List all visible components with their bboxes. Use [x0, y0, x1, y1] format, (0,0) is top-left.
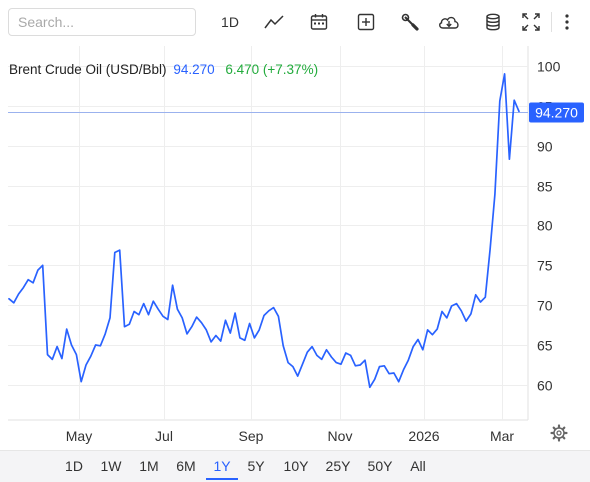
x-tick-label: Sep — [239, 428, 264, 444]
price-tag-label: 94.270 — [535, 105, 578, 121]
range-1d-button[interactable]: 1D — [65, 458, 83, 474]
range-50y-button[interactable]: 50Y — [367, 458, 393, 474]
range-1w-button[interactable]: 1W — [100, 458, 122, 474]
toolbar-divider — [551, 12, 552, 32]
y-tick-label: 90 — [537, 139, 553, 155]
gear-icon[interactable] — [550, 424, 568, 447]
search-input[interactable] — [8, 8, 196, 36]
range-1m-button[interactable]: 1M — [139, 458, 159, 474]
interval-button[interactable]: 1D — [221, 14, 239, 30]
x-tick-label: May — [66, 428, 92, 444]
database-icon[interactable] — [482, 9, 504, 35]
legend-price: 94.270 — [173, 62, 215, 77]
chart-area[interactable]: 6065707580859095100MayJulSepNov2026Mar94… — [0, 44, 590, 450]
y-tick-label: 70 — [537, 298, 553, 314]
cloud-download-icon[interactable] — [436, 9, 462, 35]
price-chart[interactable]: 6065707580859095100MayJulSepNov2026Mar94… — [0, 44, 590, 450]
range-1y-button[interactable]: 1Y — [206, 458, 238, 480]
range-all-button[interactable]: All — [410, 458, 426, 474]
y-tick-label: 85 — [537, 179, 553, 195]
chart-legend: Brent Crude Oil (USD/Bbl) 94.270 6.470 (… — [9, 62, 318, 77]
add-indicator-icon[interactable] — [355, 9, 377, 35]
fullscreen-icon[interactable] — [520, 9, 542, 35]
range-5y-button[interactable]: 5Y — [247, 458, 265, 474]
y-tick-label: 75 — [537, 258, 553, 274]
x-tick-label: 2026 — [408, 428, 439, 444]
series-line[interactable] — [8, 73, 520, 389]
calendar-icon[interactable] — [308, 9, 330, 35]
legend-name: Brent Crude Oil (USD/Bbl) — [9, 62, 167, 77]
line-chart-icon[interactable] — [262, 9, 286, 35]
y-tick-label: 65 — [537, 338, 553, 354]
range-6m-button[interactable]: 6M — [176, 458, 196, 474]
more-icon[interactable] — [559, 9, 575, 35]
range-selector: 1D 1W 1M 6M 1Y 5Y 10Y 25Y 50Y All — [0, 450, 590, 482]
x-tick-label: Jul — [155, 428, 173, 444]
y-tick-label: 80 — [537, 218, 553, 234]
y-tick-label: 60 — [537, 378, 553, 394]
range-25y-button[interactable]: 25Y — [325, 458, 351, 474]
legend-change: 6.470 (+7.37%) — [225, 62, 319, 77]
toolbar: 1D — [0, 0, 590, 44]
y-tick-label: 100 — [537, 59, 561, 75]
x-tick-label: Nov — [328, 428, 353, 444]
x-tick-label: Mar — [490, 428, 514, 444]
range-10y-button[interactable]: 10Y — [283, 458, 309, 474]
price-tag — [529, 102, 584, 123]
wrench-icon[interactable] — [399, 9, 421, 35]
